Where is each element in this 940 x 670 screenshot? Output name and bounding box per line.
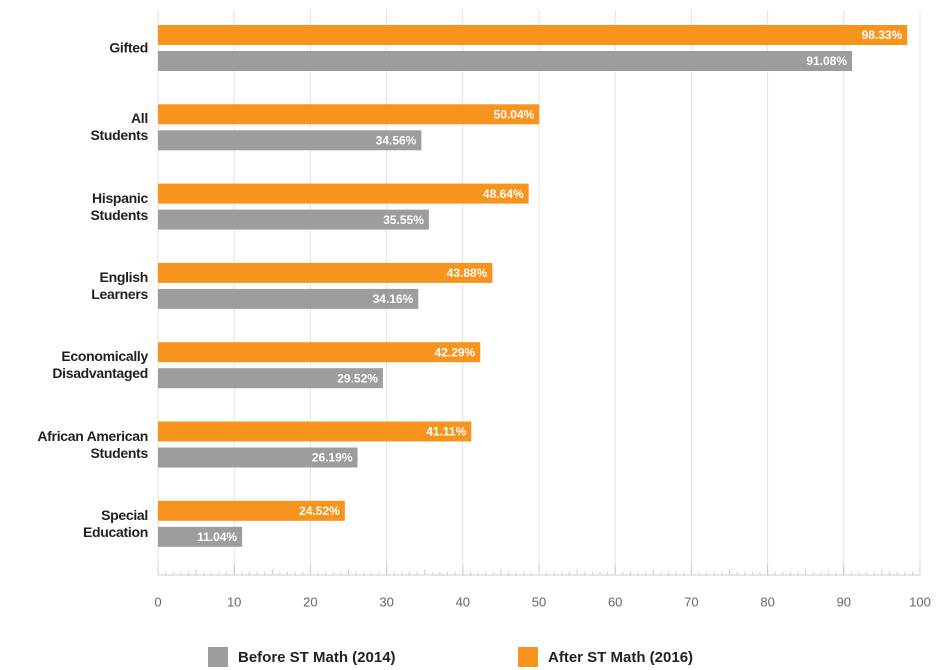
category-label: African American Students: [37, 427, 148, 461]
data-label: 35.55%: [383, 213, 424, 227]
category-label: Special Education: [83, 506, 148, 540]
x-tick-label: 60: [608, 594, 622, 609]
data-label: 26.19%: [312, 451, 353, 465]
category-label: All Students: [90, 110, 149, 144]
legend-label: After ST Math (2016): [548, 649, 693, 666]
x-tick-label: 100: [909, 594, 931, 609]
x-tick-label: 10: [227, 594, 241, 609]
data-label: 11.04%: [197, 530, 237, 544]
x-tick-label: 20: [303, 594, 317, 609]
bar: [158, 104, 540, 125]
bar: [158, 51, 853, 71]
x-tick-label: 80: [760, 594, 774, 609]
x-tick-label: 50: [532, 594, 546, 609]
legend-swatch: [208, 647, 228, 667]
data-label: 41.11%: [426, 425, 466, 439]
x-tick-label: 0: [154, 594, 161, 609]
data-label: 24.52%: [299, 504, 340, 518]
data-label: 29.52%: [337, 371, 378, 385]
data-label: 34.56%: [376, 133, 417, 147]
bar: [158, 447, 358, 468]
data-label: 43.88%: [447, 266, 488, 280]
category-label: Hispanic Students: [90, 189, 149, 223]
legend-swatch: [518, 647, 538, 667]
bar: [158, 209, 429, 230]
data-label: 34.16%: [373, 292, 414, 306]
bar: [158, 130, 422, 151]
x-tick-label: 30: [379, 594, 393, 609]
category-label: Economically Disadvantaged: [52, 348, 148, 382]
bar: [158, 288, 419, 309]
legend-label: Before ST Math (2014): [238, 649, 396, 666]
x-tick-label: 90: [837, 594, 851, 609]
bar: [158, 500, 345, 521]
bar: [158, 421, 472, 442]
bar: [158, 368, 383, 389]
bar: [158, 342, 481, 363]
bar: [158, 526, 243, 547]
category-label: English Learners: [91, 268, 148, 302]
bar: [158, 183, 529, 204]
data-label: 50.04%: [494, 107, 535, 121]
data-label: 91.08%: [806, 54, 847, 68]
bar: [158, 262, 493, 283]
x-tick-label: 70: [684, 594, 698, 609]
category-label: Gifted: [109, 39, 148, 56]
x-tick-label: 40: [456, 594, 470, 609]
data-label: 98.33%: [862, 28, 903, 42]
data-label: 48.64%: [483, 187, 524, 201]
data-label: 42.29%: [435, 345, 476, 359]
bar: [158, 25, 908, 45]
